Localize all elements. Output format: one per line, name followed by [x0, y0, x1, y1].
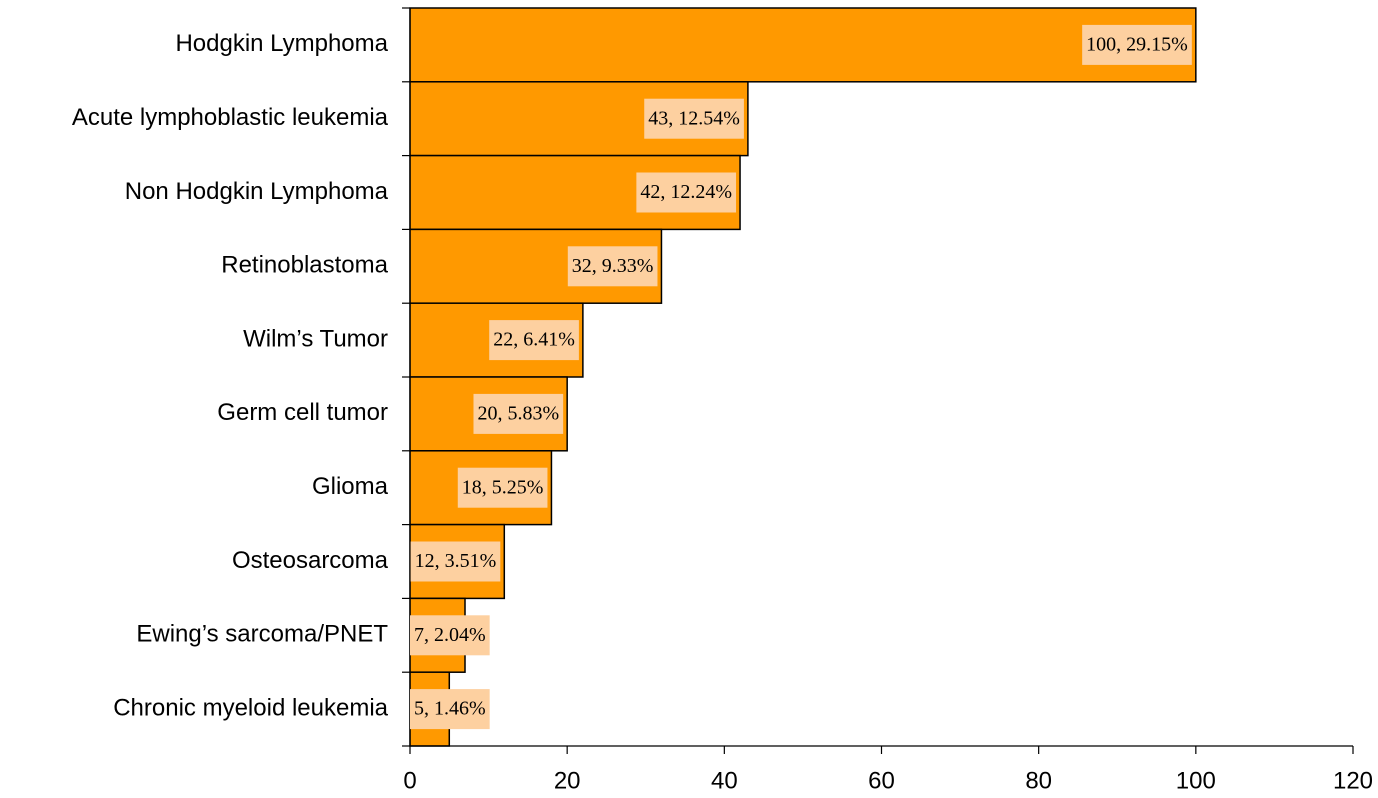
value-label: 100, 29.15%	[1082, 24, 1192, 65]
value-label-bg	[410, 615, 490, 656]
category-label: Hodgkin Lymphoma	[175, 30, 388, 57]
category-label: Retinoblastoma	[221, 252, 388, 279]
category-label: Glioma	[312, 473, 389, 500]
value-label: 12, 3.51%	[410, 541, 501, 582]
value-label-bg	[644, 98, 744, 139]
bar	[409, 7, 1197, 83]
value-label: 7, 2.04%	[410, 615, 490, 656]
category-label: Non Hodgkin Lymphoma	[125, 178, 389, 205]
value-label: 18, 5.25%	[457, 467, 548, 508]
value-label-text: 43, 12.54%	[648, 107, 740, 129]
value-label-bg	[1082, 24, 1192, 65]
value-label-text: 7, 2.04%	[414, 624, 486, 646]
value-label-bg	[410, 689, 490, 730]
x-tick-label: 100	[1176, 767, 1216, 794]
value-label-bg	[567, 246, 658, 287]
value-label-text: 12, 3.51%	[415, 550, 497, 572]
x-tick-label: 80	[1025, 767, 1052, 794]
category-label: Osteosarcoma	[232, 547, 389, 574]
value-label: 5, 1.46%	[410, 689, 490, 730]
category-label: Chronic myeloid leukemia	[113, 694, 388, 721]
x-tick-label: 40	[711, 767, 738, 794]
value-label: 43, 12.54%	[644, 98, 744, 139]
value-label: 20, 5.83%	[473, 393, 564, 434]
value-label-text: 22, 6.41%	[493, 329, 575, 351]
category-label: Ewing’s sarcoma/PNET	[136, 621, 388, 648]
x-tick-label: 0	[403, 767, 416, 794]
value-label-bg	[489, 320, 579, 361]
value-label-text: 18, 5.25%	[462, 476, 544, 498]
value-label-text: 20, 5.83%	[477, 402, 559, 424]
value-label-text: 42, 12.24%	[640, 181, 732, 203]
x-tick-label: 20	[554, 767, 581, 794]
x-tick-label: 60	[868, 767, 895, 794]
value-label: 42, 12.24%	[636, 172, 737, 213]
value-label-bg	[457, 467, 548, 508]
value-label-text: 100, 29.15%	[1086, 33, 1188, 55]
category-label: Wilm’s Tumor	[243, 325, 388, 352]
value-label: 22, 6.41%	[489, 320, 579, 361]
category-label: Germ cell tumor	[217, 399, 388, 426]
value-label-text: 32, 9.33%	[572, 255, 654, 277]
category-label: Acute lymphoblastic leukemia	[72, 104, 389, 131]
value-label-bg	[410, 541, 501, 582]
x-tick-label: 120	[1333, 767, 1373, 794]
value-label: 32, 9.33%	[567, 246, 658, 287]
value-label-text: 5, 1.46%	[414, 698, 486, 720]
value-label-bg	[473, 393, 564, 434]
value-label-bg	[636, 172, 737, 213]
